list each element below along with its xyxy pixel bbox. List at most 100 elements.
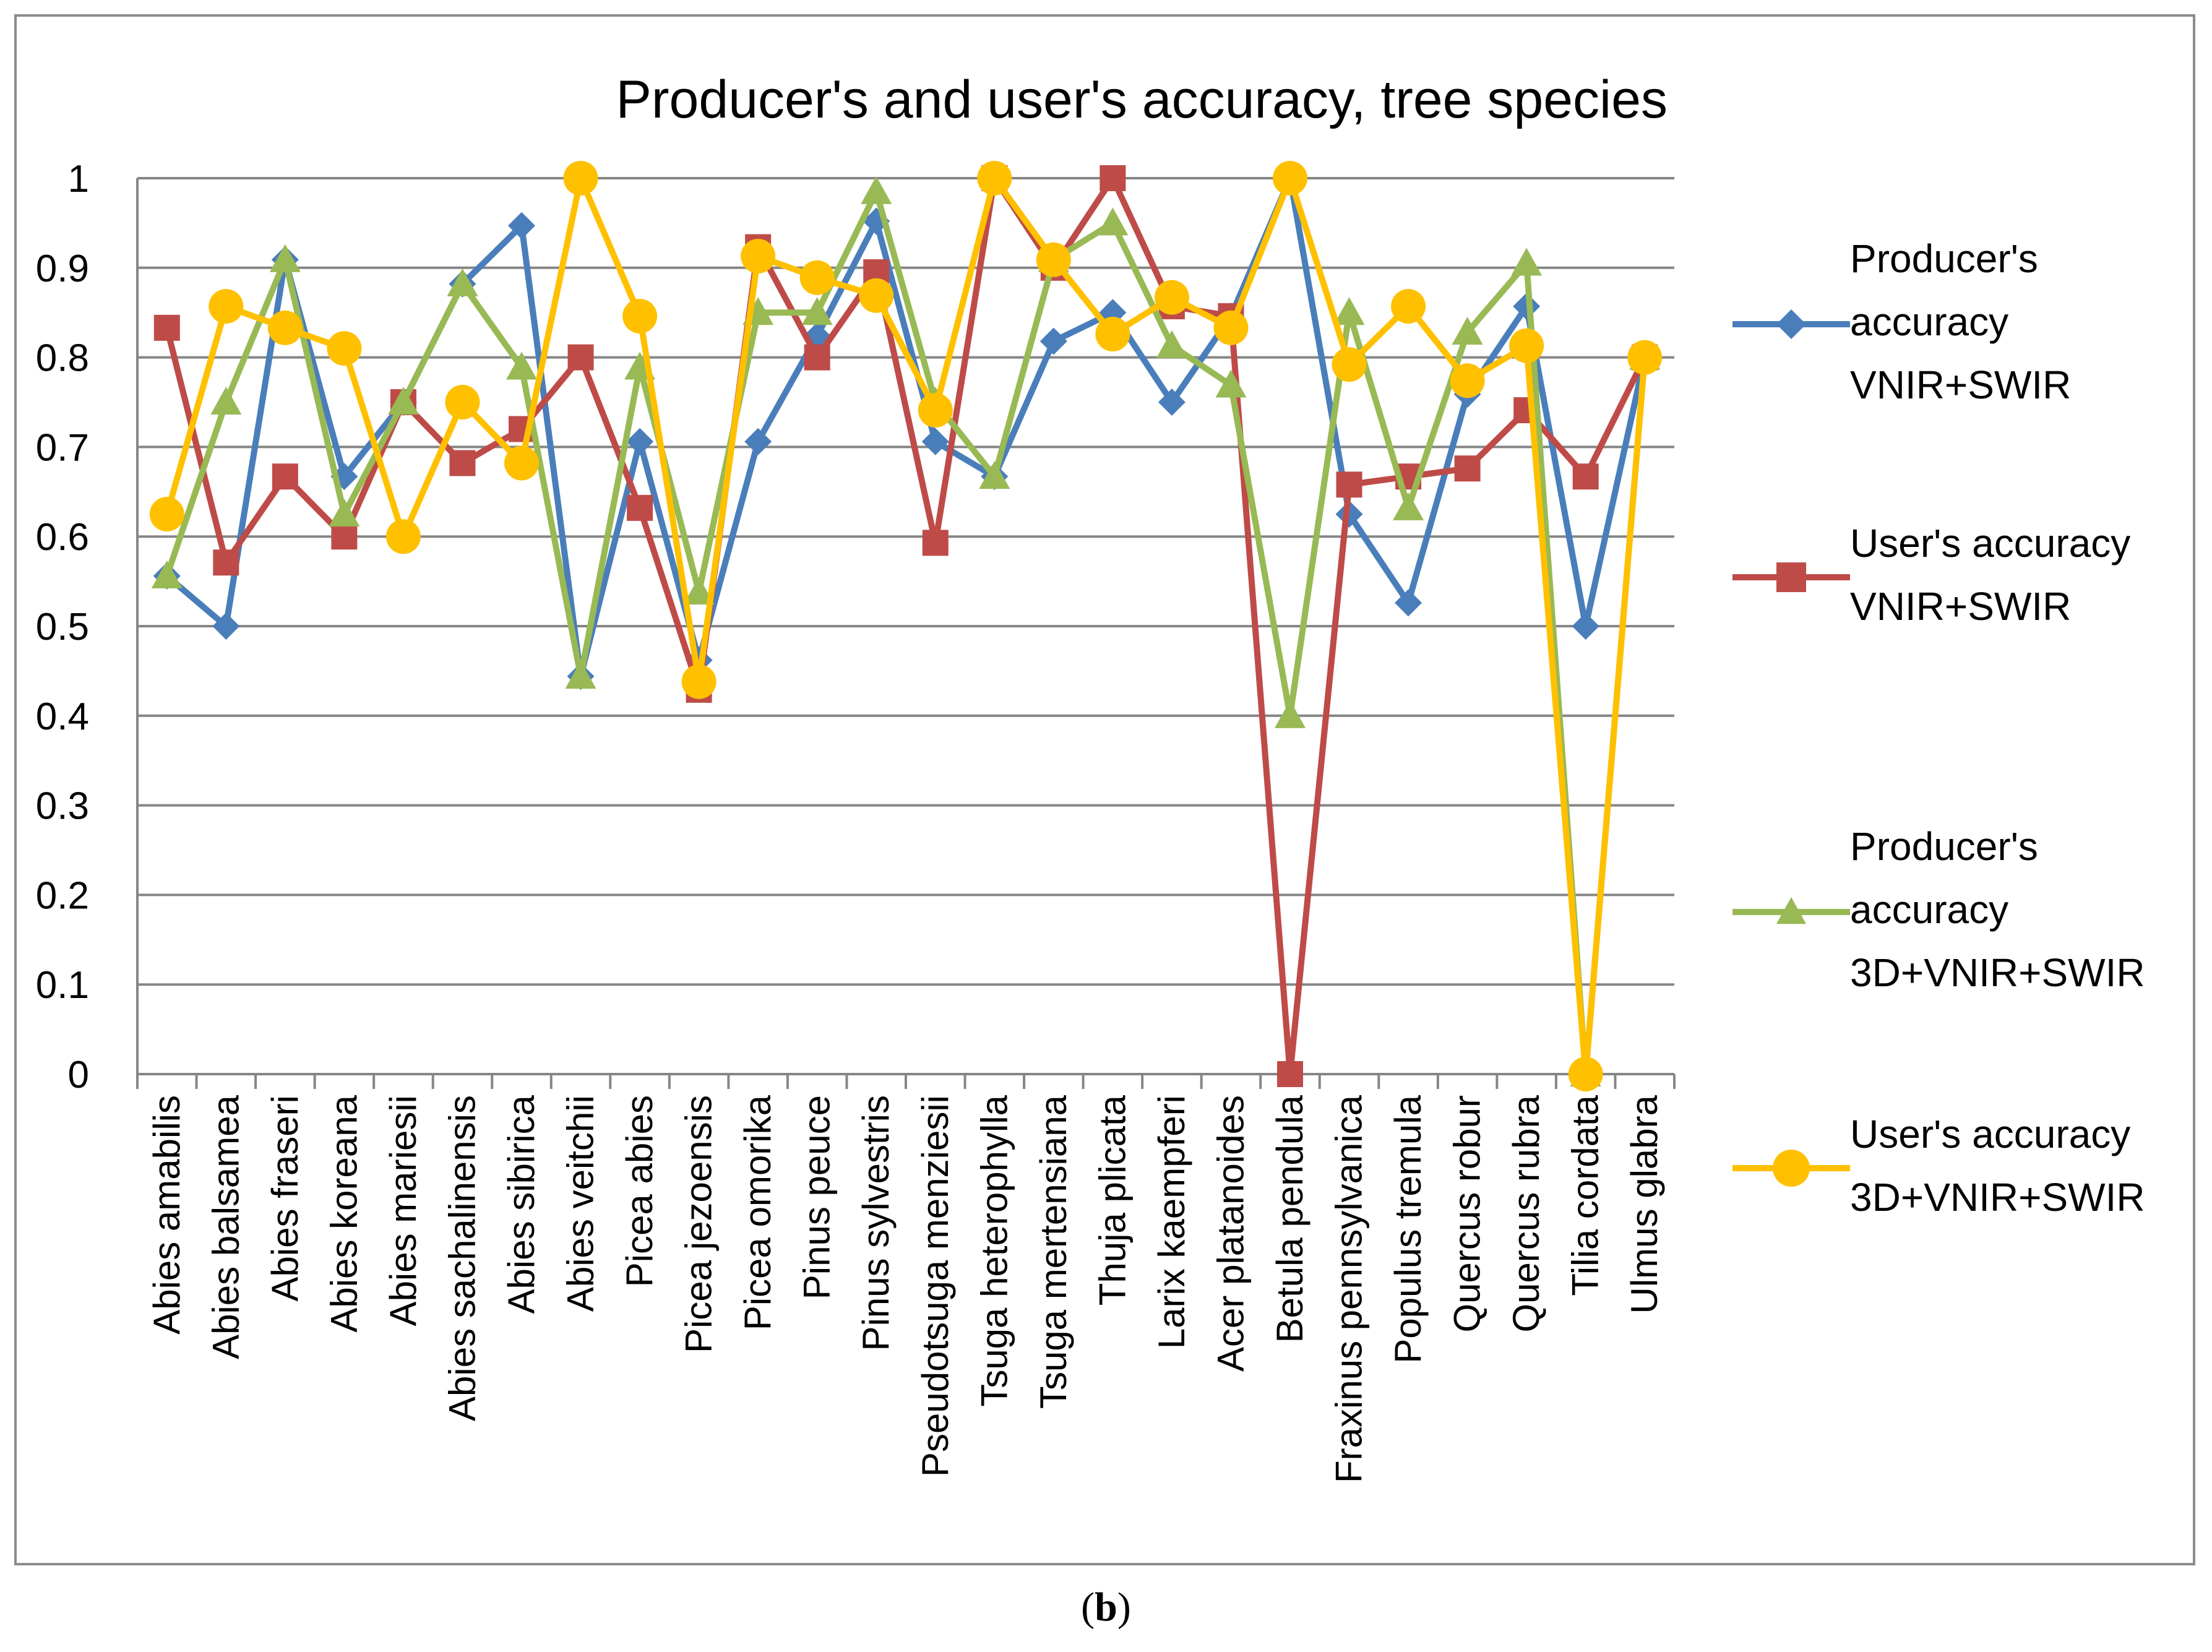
data-point: [213, 549, 239, 576]
data-point: [151, 560, 183, 588]
x-tick-label: Picea jezoensis: [678, 1095, 720, 1353]
data-point: [1776, 309, 1806, 339]
x-tick-label: Fraxinus pennsylvanica: [1328, 1095, 1370, 1483]
data-point: [385, 519, 421, 554]
x-tick-label: Tsuga mertensiana: [1033, 1095, 1074, 1409]
y-tick-label: 0: [68, 1054, 89, 1096]
data-point: [567, 344, 594, 371]
data-point: [1039, 327, 1067, 355]
data-point: [149, 497, 184, 531]
x-tick-label: Abies sibirica: [501, 1095, 542, 1314]
data-point: [1213, 310, 1249, 345]
data-point: [329, 499, 360, 527]
series-layer: [149, 161, 1663, 1091]
data-point: [804, 344, 830, 371]
series-line: [164, 188, 1648, 1077]
x-tick-label: Tilia cordata: [1565, 1095, 1606, 1296]
data-point: [1036, 242, 1071, 277]
data-point: [504, 445, 539, 481]
y-tick-label: 0.6: [36, 516, 89, 559]
x-tick-label: Acer platanoides: [1210, 1095, 1251, 1372]
x-tick-label: Larix kaempferi: [1151, 1095, 1192, 1349]
data-point: [1509, 328, 1544, 363]
data-point: [210, 387, 242, 415]
y-tick-label: 0.5: [36, 606, 89, 648]
data-point: [1627, 340, 1663, 375]
data-point: [1776, 897, 1806, 924]
data-point: [799, 260, 835, 295]
figure-caption: (b): [0, 1584, 2212, 1631]
data-point: [1452, 317, 1483, 345]
data-point: [267, 310, 303, 345]
x-tick-label: Abies veitchii: [560, 1095, 601, 1312]
x-tick-label: Abies fraseri: [264, 1095, 306, 1301]
data-point: [1156, 330, 1187, 358]
data-point: [272, 463, 298, 490]
legend-label: 3D+VNIR+SWIR: [1850, 950, 2145, 995]
data-point: [1395, 589, 1422, 617]
legend-label: VNIR+SWIR: [1850, 584, 2071, 629]
x-tick-label: Populus tremula: [1387, 1095, 1429, 1363]
x-tick-label: Pseudotsuga menziesii: [914, 1095, 956, 1477]
data-point: [449, 450, 476, 476]
data-point: [327, 331, 362, 366]
legend-label: 3D+VNIR+SWIR: [1850, 1175, 2145, 1220]
y-tick-label: 0.1: [36, 964, 89, 1007]
data-point: [269, 244, 301, 272]
legend: Producer's accuracy VNIR+SWIR User's accura…: [1732, 236, 2145, 1220]
x-tick-label: Thuja plicata: [1091, 1095, 1133, 1306]
legend-label: accuracy: [1850, 887, 2008, 932]
data-point: [921, 428, 949, 455]
data-point: [1333, 297, 1365, 325]
x-tick-label: Quercus rubra: [1505, 1095, 1547, 1332]
data-point: [1336, 471, 1362, 498]
data-point: [1158, 389, 1186, 416]
data-point: [1450, 363, 1485, 398]
data-point: [1095, 316, 1130, 351]
y-tick-label: 0.4: [36, 695, 89, 738]
grid-lines: [137, 177, 1674, 1075]
x-tick-label: Betula pendula: [1269, 1095, 1310, 1343]
data-point: [331, 523, 358, 550]
data-point: [861, 176, 892, 204]
data-point: [918, 393, 953, 428]
data-point: [626, 428, 654, 455]
x-tick-label: Abies koreana: [323, 1095, 364, 1332]
x-tick-label: Picea omorika: [737, 1095, 778, 1330]
legend-label: User's accuracy: [1850, 521, 2130, 566]
x-tick-label: Abies mariesii: [382, 1095, 424, 1326]
data-point: [447, 268, 478, 296]
data-point: [1454, 455, 1481, 482]
chart-frame: [14, 14, 2195, 1565]
y-tick-label: 0.9: [36, 247, 89, 290]
data-point: [1215, 369, 1247, 398]
data-point: [627, 494, 653, 521]
data-point: [744, 428, 772, 455]
data-point: [1393, 492, 1424, 520]
data-point: [153, 314, 180, 341]
data-point: [1391, 289, 1426, 324]
data-point: [1277, 1061, 1303, 1087]
data-point: [859, 278, 894, 313]
y-tick-label: 0.2: [36, 874, 89, 917]
y-tick-label: 0.8: [36, 337, 89, 380]
data-point: [1776, 562, 1806, 592]
data-point: [212, 613, 240, 640]
legend-label: Producer's: [1850, 236, 2038, 281]
x-tick-label: Pinus sylvestris: [855, 1095, 897, 1351]
y-tick-label: 0.3: [36, 785, 89, 828]
legend-label: Producer's: [1850, 824, 2038, 869]
data-point: [979, 461, 1010, 489]
axes: 0 0.1 0.2 0.3 0.4 0.5 0.6 0.7 0.8 0.9 1 Abies amabi…: [36, 158, 1676, 1483]
x-tick-label: Abies amabilis: [146, 1095, 187, 1335]
data-point: [922, 530, 949, 556]
data-point: [801, 297, 833, 325]
data-point: [1273, 161, 1307, 196]
y-tick-label: 0.7: [36, 426, 89, 469]
data-point: [506, 351, 537, 380]
data-point: [1572, 463, 1599, 490]
data-point: [681, 664, 717, 699]
data-point: [387, 387, 419, 415]
chart-title: Producer's and user's accuracy, tree spe…: [616, 70, 1668, 129]
